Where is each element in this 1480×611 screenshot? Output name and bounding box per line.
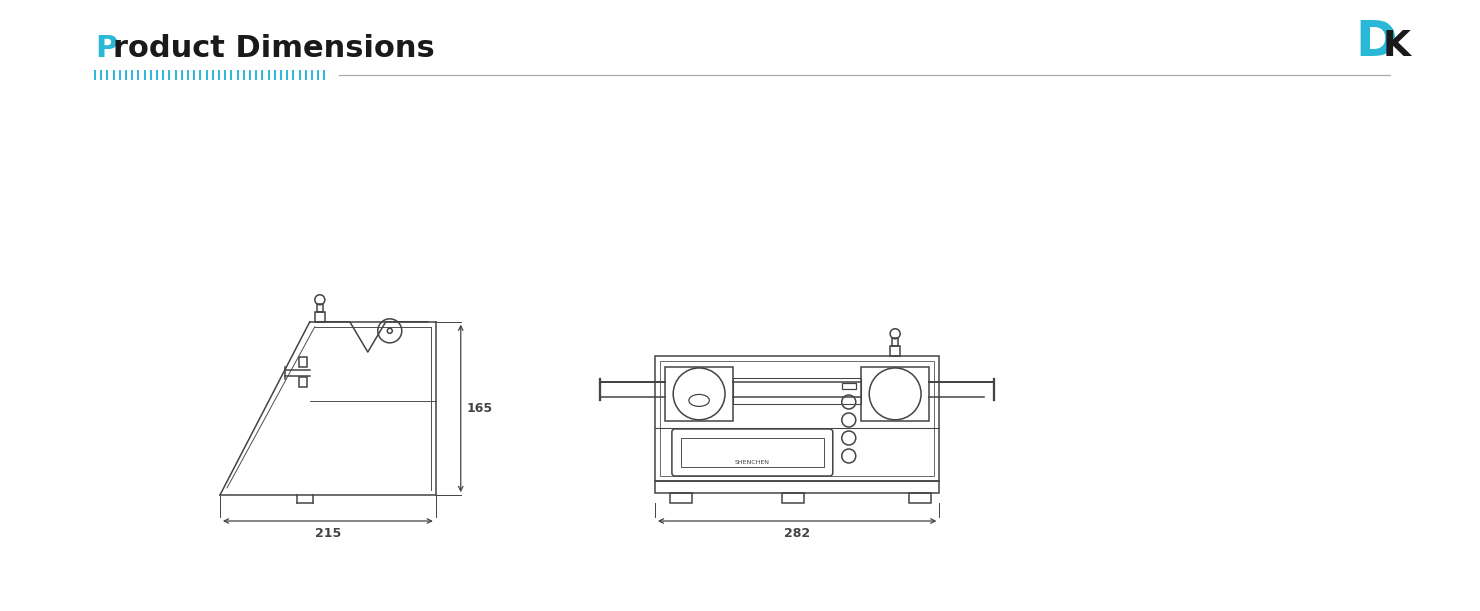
Text: SHENCHEN: SHENCHEN bbox=[736, 460, 770, 465]
Bar bbox=[670, 493, 693, 503]
Text: roduct Dimensions: roduct Dimensions bbox=[112, 34, 435, 63]
Text: 215: 215 bbox=[315, 527, 340, 540]
Bar bbox=[842, 383, 855, 389]
Bar bbox=[317, 304, 323, 312]
Text: D: D bbox=[1356, 18, 1397, 66]
Bar bbox=[681, 438, 824, 467]
Bar bbox=[656, 481, 940, 493]
Bar bbox=[733, 378, 861, 404]
Text: P: P bbox=[95, 34, 117, 63]
Bar bbox=[299, 376, 306, 387]
Bar bbox=[892, 338, 898, 346]
Bar bbox=[861, 367, 929, 421]
Bar bbox=[656, 356, 940, 481]
Text: 165: 165 bbox=[466, 402, 493, 415]
Text: K: K bbox=[1382, 29, 1410, 63]
Bar bbox=[781, 493, 804, 503]
Bar bbox=[315, 312, 324, 322]
Bar bbox=[660, 360, 934, 476]
Bar bbox=[299, 357, 306, 367]
Bar bbox=[889, 346, 900, 356]
Bar bbox=[665, 367, 733, 421]
Bar bbox=[909, 493, 931, 503]
Text: 282: 282 bbox=[784, 527, 810, 540]
